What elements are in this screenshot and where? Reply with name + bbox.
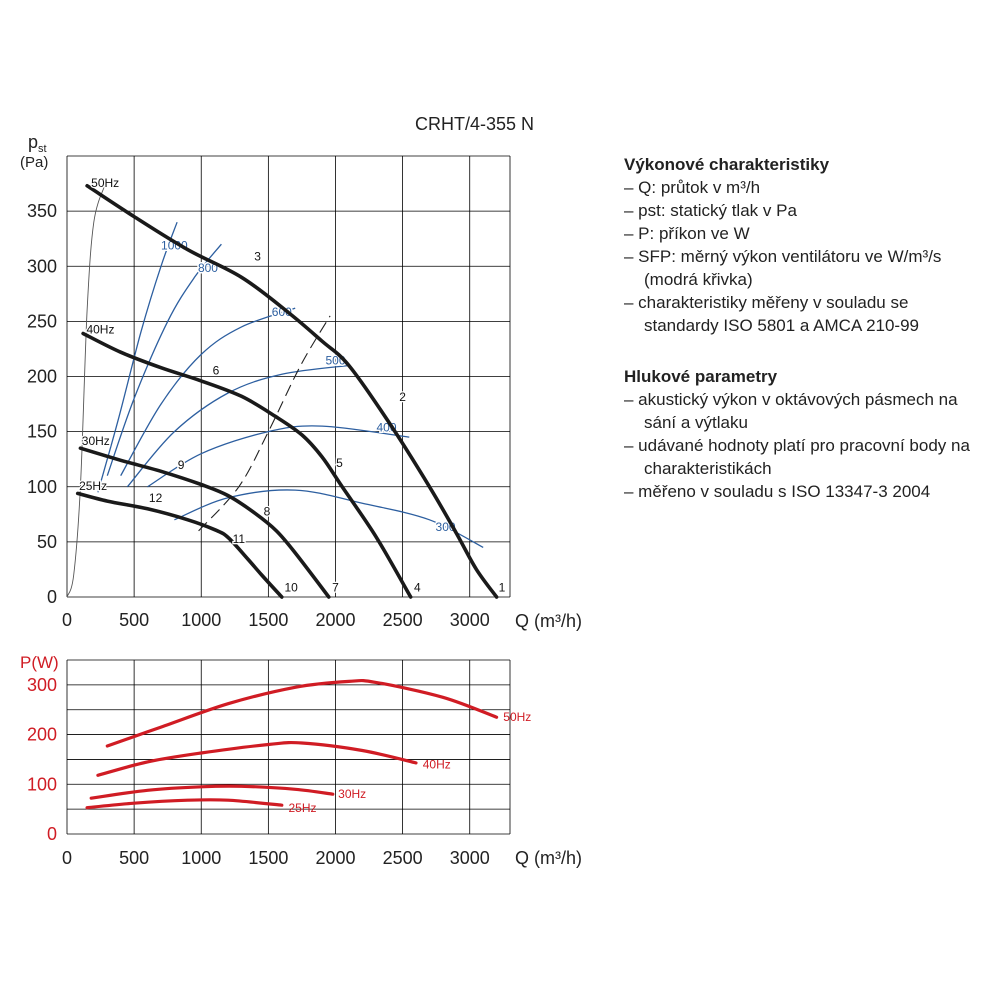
x-tick-label: 1500 bbox=[248, 848, 288, 868]
x-tick-label: 3000 bbox=[450, 610, 490, 630]
power-chart: 0 500 1000 1500 2000 2500 3000 0 100 200 300 P(W) Q … bbox=[20, 653, 582, 868]
x-tick-label: 500 bbox=[119, 848, 149, 868]
sfp-label: 600 bbox=[272, 305, 292, 319]
power-curve-label: 40Hz bbox=[423, 757, 451, 771]
operating-point-label: 8 bbox=[264, 504, 271, 518]
sfp-curve-300 bbox=[174, 489, 484, 548]
pressure-chart: 0 500 1000 1500 2000 2500 3000 0 50 100 150 200 250 3… bbox=[20, 132, 582, 631]
performance-legend: Výkonové charakteristiky – Q: průtok v m… bbox=[624, 153, 984, 337]
fan-curve-30Hz bbox=[78, 446, 331, 599]
operating-point-label: 5 bbox=[336, 456, 343, 470]
y-tick-label: 0 bbox=[47, 587, 57, 607]
fan-curve-label: 30Hz bbox=[82, 434, 110, 448]
x-axis-label: Q (m³/h) bbox=[515, 611, 582, 631]
x-tick-label: 0 bbox=[62, 848, 72, 868]
y-tick-label: 0 bbox=[47, 824, 57, 844]
performance-item: – charakteristiky měřeny v souladu se st… bbox=[624, 293, 920, 335]
operating-point-label: 7 bbox=[332, 580, 339, 594]
y-tick-label: 150 bbox=[27, 422, 57, 442]
power-curve-label: 50Hz bbox=[503, 710, 531, 724]
x-tick-label: 2500 bbox=[383, 610, 423, 630]
performance-item: – Q: průtok v m³/h bbox=[624, 178, 761, 197]
performance-item: – P: příkon ve W bbox=[624, 224, 750, 243]
fan-curve-label: 50Hz bbox=[91, 176, 119, 190]
y-tick-label: 300 bbox=[27, 675, 57, 695]
x-tick-label: 1000 bbox=[181, 610, 221, 630]
operating-point-label: 10 bbox=[285, 580, 299, 594]
power-curve-30Hz bbox=[89, 784, 335, 800]
sfp-curve-800 bbox=[106, 243, 222, 476]
performance-item: – pst: statický tlak v Pa bbox=[624, 201, 797, 220]
y-axis-unit: (Pa) bbox=[20, 154, 48, 171]
power-curve-25Hz bbox=[85, 798, 284, 810]
system-curve bbox=[66, 185, 106, 598]
sfp-curve-400 bbox=[147, 425, 410, 488]
operating-point-label: 2 bbox=[399, 390, 406, 404]
y-tick-label: 100 bbox=[27, 774, 57, 794]
fan-curve-40Hz bbox=[81, 331, 413, 599]
power-curve-50Hz bbox=[105, 678, 499, 748]
operating-point-label: 12 bbox=[149, 491, 163, 505]
operating-point-label: 9 bbox=[178, 458, 185, 472]
y-tick-label: 100 bbox=[27, 477, 57, 497]
operating-point-label: 3 bbox=[254, 250, 261, 264]
y-tick-label: 300 bbox=[27, 256, 57, 276]
operating-line bbox=[198, 315, 331, 532]
y-axis-label: pst bbox=[28, 132, 47, 155]
x-tick-label: 1500 bbox=[248, 610, 288, 630]
x-tick-label: 0 bbox=[62, 610, 72, 630]
fan-curve-label: 25Hz bbox=[79, 479, 107, 493]
noise-item: – akustický výkon v oktávových pásmech n… bbox=[624, 390, 958, 432]
x-tick-label: 500 bbox=[119, 610, 149, 630]
x-tick-label: 2000 bbox=[315, 848, 355, 868]
y-axis-label: P(W) bbox=[20, 653, 59, 672]
model-label: CRHT/4-355 N bbox=[415, 114, 535, 134]
power-curve-label: 25Hz bbox=[289, 801, 317, 815]
x-tick-label: 2000 bbox=[315, 610, 355, 630]
y-tick-label: 50 bbox=[37, 532, 57, 552]
fan-curve-25Hz bbox=[75, 491, 284, 599]
sfp-label: 1000 bbox=[161, 239, 188, 253]
sfp-curve-600 bbox=[120, 307, 296, 477]
operating-point-label: 11 bbox=[233, 532, 246, 546]
x-axis-label: Q (m³/h) bbox=[515, 848, 582, 868]
y-tick-label: 200 bbox=[27, 367, 57, 387]
y-tick-label: 350 bbox=[27, 201, 57, 221]
power-curve-40Hz bbox=[96, 740, 418, 777]
fan-curve-label: 40Hz bbox=[86, 323, 114, 337]
noise-legend: Hlukové parametry – akustický výkon v ok… bbox=[624, 365, 984, 503]
power-curve-label: 30Hz bbox=[338, 787, 366, 801]
noise-item: – udávané hodnoty platí pro pracovní bod… bbox=[624, 436, 970, 478]
x-tick-label: 1000 bbox=[181, 848, 221, 868]
noise-heading: Hlukové parametry bbox=[624, 367, 778, 386]
noise-item: – měřeno v souladu s ISO 13347-3 2004 bbox=[624, 482, 931, 501]
operating-point-label: 6 bbox=[213, 363, 220, 377]
sfp-curve-1000 bbox=[97, 221, 178, 493]
y-tick-label: 250 bbox=[27, 311, 57, 331]
sfp-curve-500 bbox=[126, 364, 349, 488]
x-tick-label: 3000 bbox=[450, 848, 490, 868]
operating-point-label: 4 bbox=[414, 580, 421, 594]
performance-item: – SFP: měrný výkon ventilátoru ve W/m³/s… bbox=[624, 247, 942, 289]
fan-curve-50Hz bbox=[85, 184, 499, 599]
operating-point-label: 1 bbox=[499, 580, 506, 594]
x-tick-label: 2500 bbox=[383, 848, 423, 868]
performance-heading: Výkonové charakteristiky bbox=[624, 155, 830, 174]
y-tick-label: 200 bbox=[27, 725, 57, 745]
